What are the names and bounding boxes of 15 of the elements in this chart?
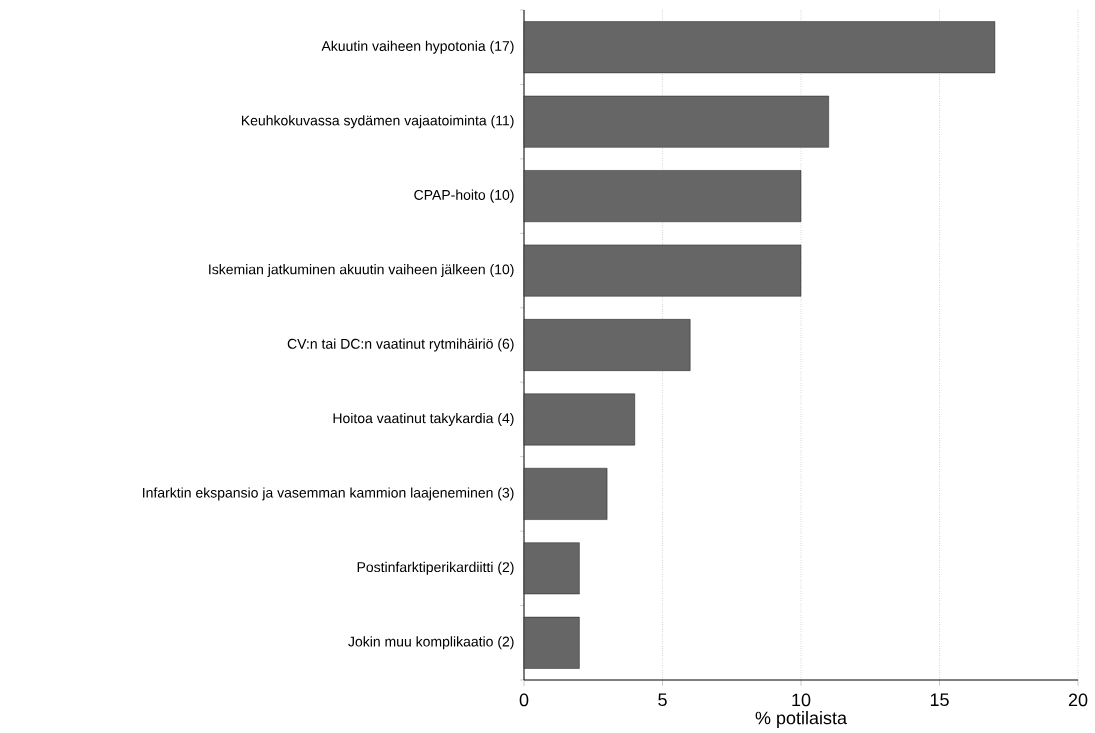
x-tick-label: 0: [519, 693, 529, 707]
y-tick-label: Jokin muu komplikaatio (2): [348, 636, 514, 650]
y-tick-label: CV:n tai DC:n vaatinut rytmihäiriö (6): [287, 338, 514, 352]
x-tick-label: 5: [658, 693, 667, 707]
y-tick-label: Keuhkokuvassa sydämen vajaatoiminta (11): [241, 115, 514, 129]
y-tick-label: Infarktin ekspansio ja vasemman kammion laajeneminen (3): [143, 487, 514, 501]
x-tick-label: 15: [930, 693, 949, 707]
y-tick-label: Akuutin vaiheen hypotonia (17): [321, 40, 514, 54]
x-axis-title: % potilaista: [755, 711, 847, 728]
y-tick-label: Postinfarktiperikardiitti (2): [357, 561, 514, 575]
x-tick-label: 20: [1068, 693, 1088, 707]
y-tick-label: CPAP-hoito (10): [414, 189, 514, 203]
x-tick-label: 10: [792, 693, 811, 707]
y-tick-label: Iskemian jatkuminen akuutin vaiheen jälkeen (10): [209, 264, 514, 278]
y-tick-label: Hoitoa vaatinut takykardia (4): [333, 412, 514, 426]
